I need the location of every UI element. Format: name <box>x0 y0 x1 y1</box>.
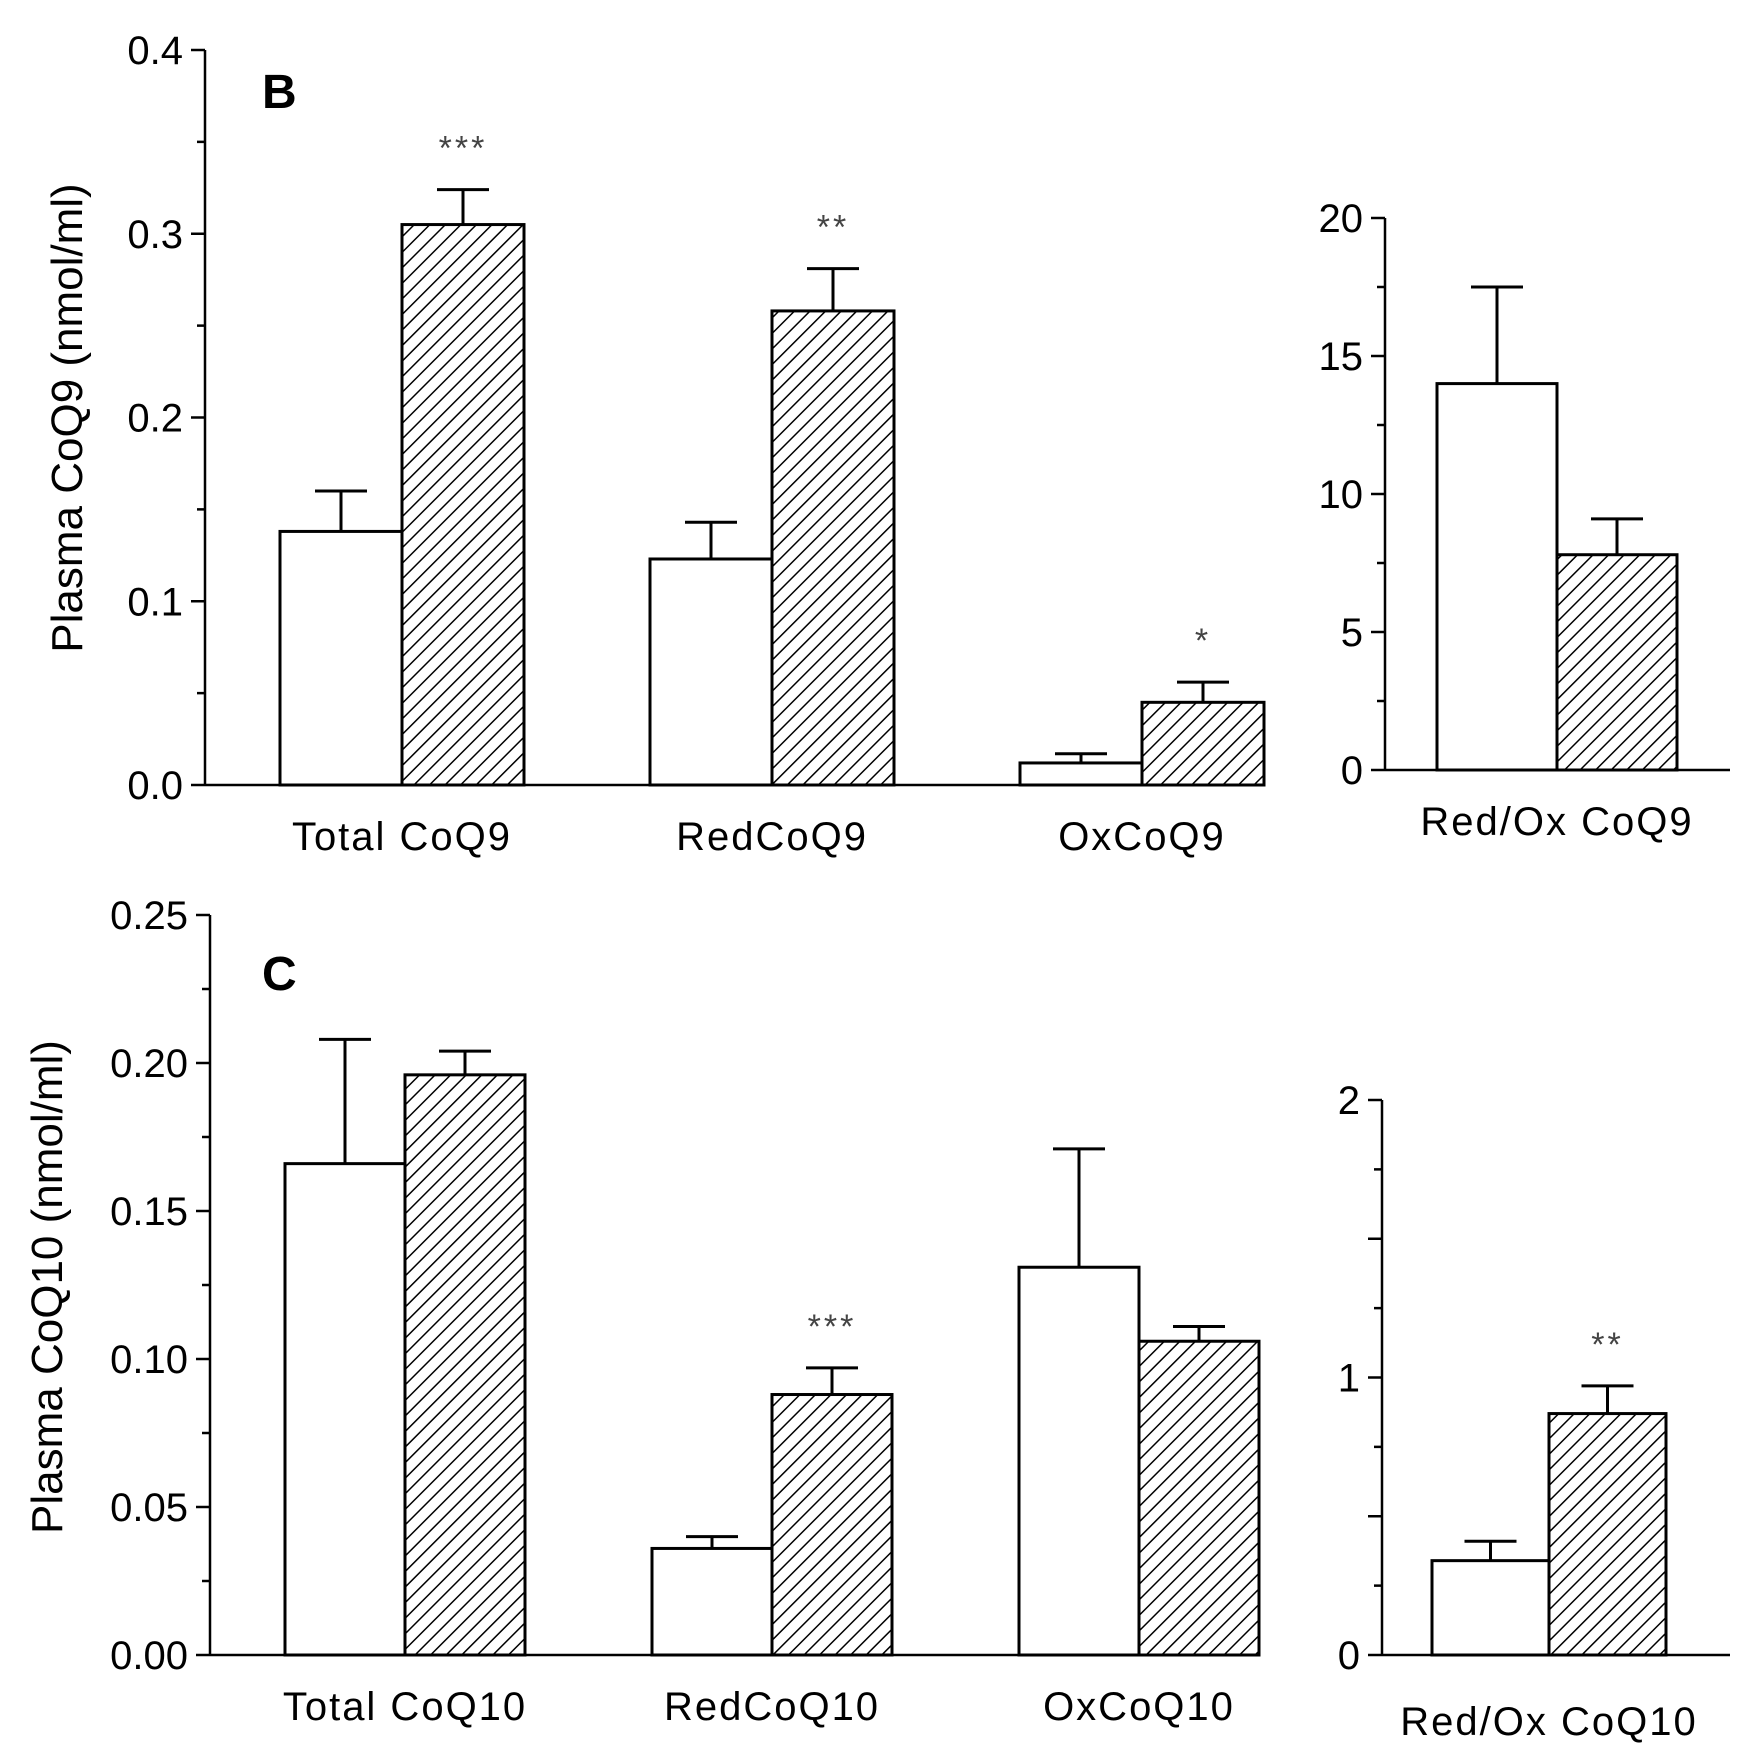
bar-control <box>1017 1265 1141 1657</box>
bar-control <box>283 1162 407 1657</box>
category-label: Red/Ox CoQ10 <box>1400 1700 1697 1744</box>
bar-treated <box>1547 1412 1668 1657</box>
y-tick-label: 0.20 <box>110 1042 188 1086</box>
significance-marker: *** <box>808 1308 857 1346</box>
y-tick-label: 0.3 <box>127 213 183 257</box>
y-tick-label: 0.05 <box>110 1486 188 1530</box>
y-tick-label: 15 <box>1319 335 1364 379</box>
y-tick-label: 0.25 <box>110 894 188 938</box>
y-tick-label: 2 <box>1338 1079 1360 1123</box>
y-tick-label: 5 <box>1341 611 1363 655</box>
y-tick-label: 0.15 <box>110 1190 188 1234</box>
bar-control <box>1430 1559 1551 1657</box>
y-axis-label: Plasma CoQ10 (nmol/ml) <box>23 1040 72 1534</box>
bar-treated <box>1137 1339 1261 1657</box>
chart-panel-c: 0.00 0.05 0.10 0.15 0.20 0.25 Plasma CoQ10 (nm… <box>23 894 1261 1729</box>
significance-marker: *** <box>439 130 488 168</box>
y-tick-label: 0.0 <box>127 764 183 808</box>
significance-marker: ** <box>817 209 849 247</box>
category-label: Total CoQ9 <box>292 815 512 859</box>
category-label: RedCoQ10 <box>664 1685 880 1729</box>
significance-marker: ** <box>1591 1326 1623 1364</box>
bar-treated <box>1140 700 1266 787</box>
bar-control <box>650 1546 774 1657</box>
y-tick-label: 0 <box>1338 1634 1360 1678</box>
y-tick-label: 0.1 <box>127 580 183 624</box>
bar-treated <box>770 309 896 787</box>
bar-control <box>1018 761 1144 787</box>
panel-letter-c: C <box>262 948 297 1001</box>
category-label: Total CoQ10 <box>283 1685 527 1729</box>
y-tick-label: 20 <box>1319 197 1364 241</box>
y-tick-label: 0.00 <box>110 1634 188 1678</box>
bar-control <box>648 557 774 787</box>
y-tick-label: 10 <box>1319 473 1364 517</box>
bar-control <box>1435 382 1559 772</box>
y-tick-label: 0.4 <box>127 29 183 73</box>
panel-letter-b: B <box>262 66 297 119</box>
chart-panel-c-inset: 0 1 2 ** Red/Ox CoQ10 <box>1338 1079 1730 1744</box>
y-tick-label: 0.10 <box>110 1338 188 1382</box>
category-label: RedCoQ9 <box>676 815 868 859</box>
chart-panel-b-inset: 0 5 10 15 20 Red/Ox CoQ9 <box>1319 197 1730 844</box>
y-tick-label: 0.2 <box>127 397 183 441</box>
category-label: OxCoQ9 <box>1058 815 1226 859</box>
bar-treated <box>770 1393 894 1657</box>
y-axis-label: Plasma CoQ9 (nmol/ml) <box>43 183 92 652</box>
y-tick-label: 0 <box>1341 749 1363 793</box>
category-label: OxCoQ10 <box>1043 1685 1235 1729</box>
bar-control <box>278 529 404 787</box>
significance-marker: * <box>1195 622 1211 660</box>
y-tick-label: 1 <box>1338 1357 1360 1401</box>
bar-treated <box>403 1073 527 1657</box>
bar-treated <box>1555 553 1679 772</box>
bar-treated <box>400 223 526 787</box>
category-label: Red/Ox CoQ9 <box>1420 800 1693 844</box>
